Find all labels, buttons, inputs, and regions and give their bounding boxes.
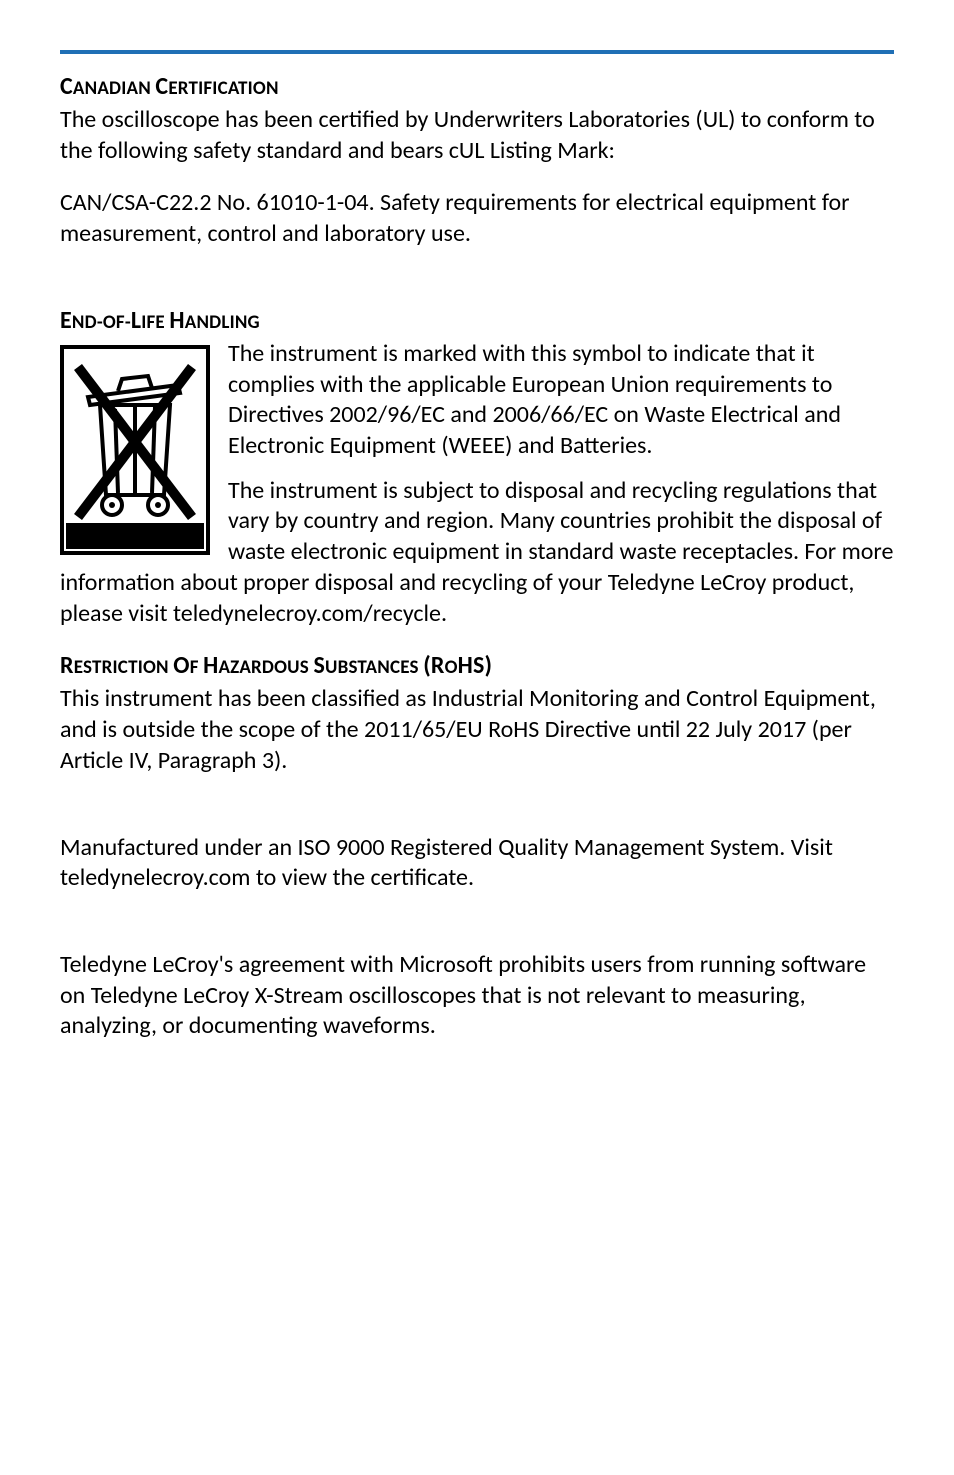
heading-eol: END-OF-LIFE HANDLING xyxy=(60,306,894,335)
heading-canadian: CANADIAN CERTIFICATION xyxy=(60,72,894,101)
section-gap xyxy=(60,272,894,306)
h-part: ERTIFICATION xyxy=(168,77,278,100)
h-part: L xyxy=(131,306,141,335)
h-part: C xyxy=(155,72,168,101)
canadian-p1: The oscilloscope has been certified by U… xyxy=(60,105,894,166)
h-part: HS) xyxy=(458,651,493,680)
iso-p1: Manufactured under an ISO 9000 Registere… xyxy=(60,833,894,894)
h-part: S xyxy=(313,651,325,680)
section-gap xyxy=(60,916,894,950)
h-part: UBSTANCES xyxy=(325,656,423,679)
h-part: O xyxy=(445,656,458,679)
h-part: AZARDOUS xyxy=(218,656,313,679)
h-part: E xyxy=(60,306,72,335)
h-part: ESTRICTION xyxy=(74,656,174,679)
h-part: OF xyxy=(103,311,125,334)
ms-p1: Teledyne LeCroy's agreement with Microso… xyxy=(60,950,894,1042)
weee-icon xyxy=(60,345,210,555)
canadian-p2: CAN/CSA-C22.2 No. 61010-1-04. Safety req… xyxy=(60,188,894,249)
top-rule xyxy=(60,50,894,54)
h-part: H xyxy=(203,651,218,680)
h-part: ND xyxy=(72,311,97,334)
h-part: ANADIAN xyxy=(73,77,156,100)
h-part: R xyxy=(60,651,74,680)
section-gap xyxy=(60,799,894,833)
h-part: O xyxy=(173,651,189,680)
h-part: H xyxy=(169,306,184,335)
h-part: IFE xyxy=(141,311,169,334)
h-part: ANDLING xyxy=(185,311,260,334)
h-part: (R xyxy=(423,651,444,680)
heading-rohs: RESTRICTION OF HAZARDOUS SUBSTANCES (ROH… xyxy=(60,651,894,680)
h-part: F xyxy=(190,656,203,679)
h-part: C xyxy=(60,72,73,101)
rohs-p1: This instrument has been classified as I… xyxy=(60,684,894,776)
eol-block: The instrument is marked with this symbo… xyxy=(60,339,894,651)
